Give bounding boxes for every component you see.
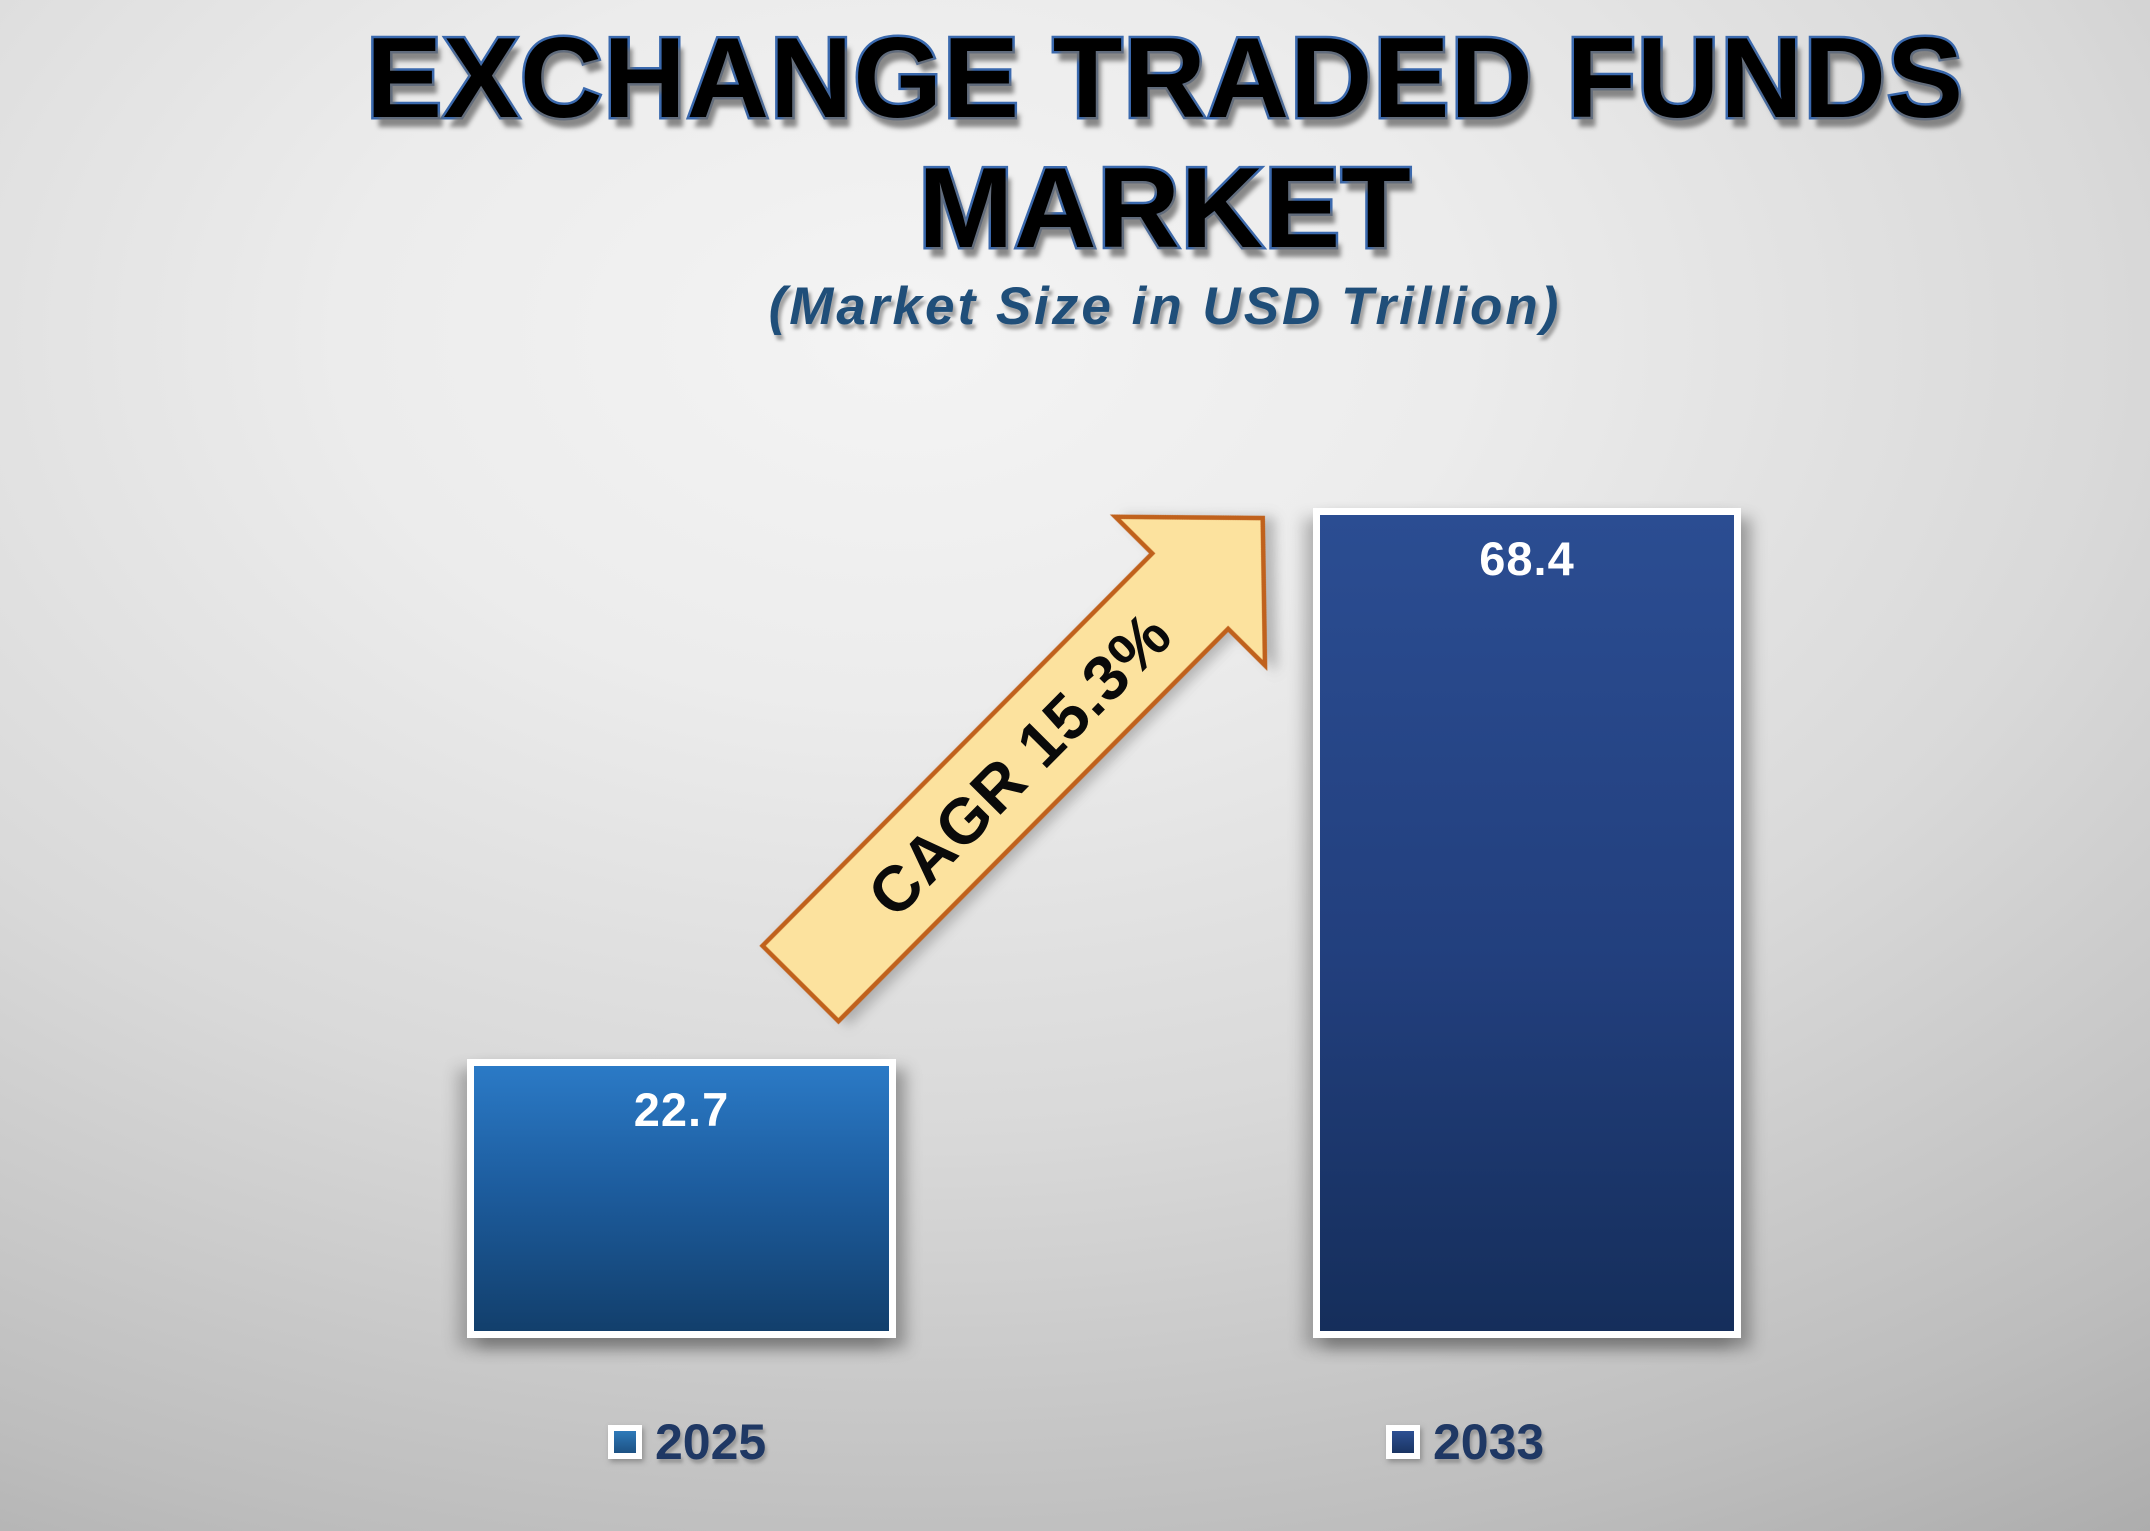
arrow-shape (759, 514, 1268, 1025)
bar-2025: 22.7 (467, 1059, 896, 1338)
legend-item-2033: 2033 (1386, 1414, 1544, 1470)
cagr-growth-arrow-icon: CAGR 15.3% (759, 514, 1268, 1025)
bar-value-2025: 22.7 (633, 1083, 730, 1136)
legend-label-2025: 2025 (655, 1414, 767, 1470)
legend-label-2033: 2033 (1433, 1414, 1545, 1470)
legend-marker-2025-icon (608, 1425, 642, 1459)
chart-subtitle: (Market Size in USD Trillion) (768, 276, 1562, 336)
chart-header: EXCHANGE TRADED FUNDS MARKET (Market Siz… (190, 13, 2140, 337)
chart-title-line-2: MARKET (916, 142, 1414, 274)
bar-value-2033: 68.4 (1479, 532, 1575, 585)
bar-2033: 68.4 (1313, 508, 1741, 1338)
cagr-label: CAGR 15.3% (854, 598, 1185, 931)
legend-marker-2033-icon (1386, 1425, 1420, 1459)
chart-title-line-1: EXCHANGE TRADED FUNDS (363, 13, 1965, 145)
legend-item-2025: 2025 (608, 1414, 766, 1470)
